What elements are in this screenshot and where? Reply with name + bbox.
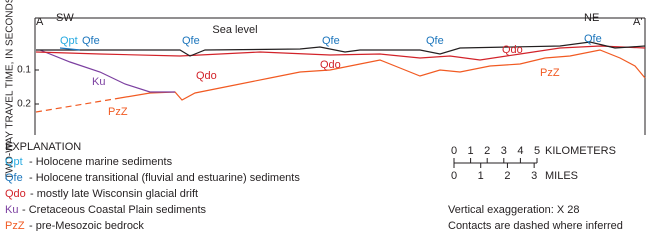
km-tick-label: 0: [451, 145, 457, 157]
unit-label: PzZ: [108, 106, 128, 118]
mile-tick-label: 3: [531, 170, 537, 182]
legend-description: - Holocene transitional (fluvial and est…: [29, 172, 300, 184]
y-tick-label: 0.1: [17, 65, 31, 76]
legend-item: Qpt - Holocene marine sediments: [5, 156, 173, 168]
direction: NE: [584, 12, 599, 24]
unit-label: Qfe: [426, 35, 444, 47]
legend-item: Qdo - mostly late Wisconsin glacial drif…: [5, 188, 198, 200]
legend-item: Ku - Cretaceous Coastal Plain sediments: [5, 204, 207, 216]
scale-bar: 0 1 2 3 4 50 1 2 3: [451, 145, 540, 182]
legend-code: Qpt: [5, 156, 23, 168]
unit-label: Ku: [92, 76, 105, 88]
sea-level: Sea level: [212, 24, 257, 36]
km-tick-label: 4: [517, 145, 523, 157]
unit-label: Qdo: [196, 70, 217, 82]
page: {"section": {"left_end": "A", "left_dire…: [4, 0, 646, 231]
legend-description: - mostly late Wisconsin glacial drift: [30, 188, 198, 200]
pzz-top: [119, 49, 646, 101]
legend-item: PzZ - pre-Mesozoic bedrock: [5, 220, 144, 231]
figure: 0.1 0.2 TWO-WAY TRAVEL TIME, IN SECONDS …: [5, 0, 646, 231]
km-tick-label: 3: [501, 145, 507, 157]
km-tick-label: 2: [484, 145, 490, 157]
legend-code: Qdo: [5, 188, 26, 200]
end-label: A: [36, 16, 44, 28]
body: 0.1 0.2 TWO-WAY TRAVEL TIME, IN SECONDS …: [4, 0, 646, 231]
unit-label: Qpt: [60, 35, 78, 47]
mile-tick-label: 2: [504, 170, 510, 182]
legend-description: - Holocene marine sediments: [29, 156, 173, 168]
scale-unit: KILOMETERS: [545, 145, 616, 157]
legend-title: EXPLANATION: [5, 141, 81, 153]
mile-tick-label: 1: [478, 170, 484, 182]
scale-unit: MILES: [545, 170, 578, 182]
y-axis-title: TWO-WAY TRAVEL TIME, IN SECONDS: [5, 0, 16, 179]
km-tick-label: 5: [534, 145, 540, 157]
legend-code: Qfe: [5, 172, 23, 184]
ku-top: [39, 49, 175, 93]
legend-description: - pre-Mesozoic bedrock: [29, 220, 144, 231]
legend-code: PzZ: [5, 220, 25, 231]
unit-label: Qfe: [82, 35, 100, 47]
end-label: A': [633, 16, 642, 28]
unit-label: Qfe: [322, 35, 340, 47]
km-tick-label: 1: [468, 145, 474, 157]
legend-description: - Cretaceous Coastal Plain sediments: [22, 204, 207, 216]
mile-tick-label: 0: [451, 170, 457, 182]
unit-label: Qdo: [502, 44, 523, 56]
note: Vertical exaggeration: X 28: [448, 204, 579, 216]
qfe-base: [59, 47, 81, 51]
sea-floor: [36, 41, 646, 57]
legend-code: Ku: [5, 204, 18, 216]
y-tick-label: 0.2: [17, 99, 31, 110]
qdo-top: [35, 45, 646, 61]
unit-label: PzZ: [540, 67, 560, 79]
legend-item: Qfe - Holocene transitional (fluvial and…: [5, 172, 300, 184]
note: Contacts are dashed where inferred: [448, 220, 623, 231]
unit-label: Qfe: [584, 33, 602, 45]
unit-label: Qdo: [320, 59, 341, 71]
unit-label: Qfe: [182, 35, 200, 47]
direction: SW: [56, 12, 74, 24]
pzz-inferred: [35, 97, 121, 113]
